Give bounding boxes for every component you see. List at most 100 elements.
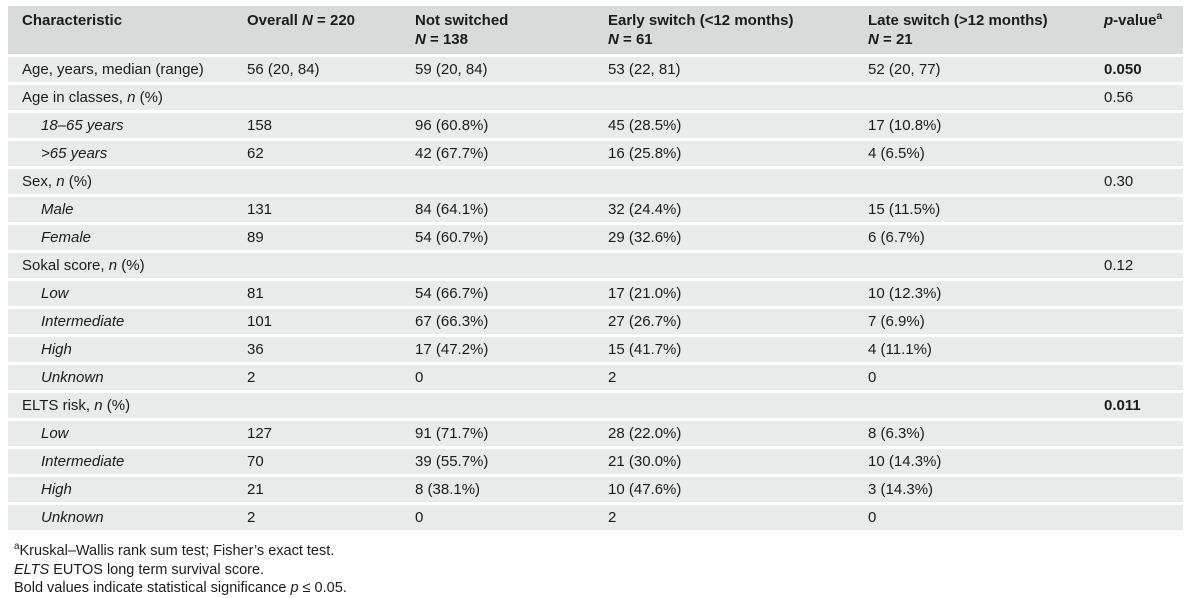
cell-col-1: 158 [247,111,415,140]
cell-col-3: 17 (21.0%) [608,279,868,308]
p-value-cell [1104,503,1183,532]
cell-col-3: 2 [608,503,868,532]
cell-col-2 [415,167,608,196]
table-row: Low 127 91 (71.7%) 28 (22.0%) 8 (6.3%) [8,419,1183,448]
table-row: Female 89 54 (60.7%) 29 (32.6%) 6 (6.7%) [8,223,1183,252]
cell-col-1 [247,83,415,112]
cell-col-3: 15 (41.7%) [608,335,868,364]
cell-col-1: 36 [247,335,415,364]
table-row: Age in classes, n (%) 0.56 [8,83,1183,112]
cell-col-2: 0 [415,363,608,392]
cell-col-4 [868,167,1104,196]
p-value-cell [1104,335,1183,364]
cell-col-2: 91 (71.7%) [415,419,608,448]
row-label: Age, years, median (range) [8,55,247,84]
row-label: High [8,335,247,364]
cell-col-1: 81 [247,279,415,308]
cell-col-4: 8 (6.3%) [868,419,1104,448]
cell-col-4: 0 [868,503,1104,532]
column-header-5: p-valuea [1104,6,1183,56]
column-header-2: Not switched N = 138 [415,6,608,56]
row-label: >65 years [8,139,247,168]
p-value-cell [1104,279,1183,308]
cell-col-4 [868,83,1104,112]
cell-col-2: 17 (47.2%) [415,335,608,364]
column-header-4: Late switch (>12 months) N = 21 [868,6,1104,56]
footnotes: aKruskal–Wallis rank sum test; Fisher’s … [14,542,1183,598]
column-header-1: Overall N = 220 [247,6,415,56]
p-value-cell: 0.12 [1104,251,1183,280]
cell-col-3: 16 (25.8%) [608,139,868,168]
row-label: ELTS risk, n (%) [8,391,247,420]
cell-col-1: 89 [247,223,415,252]
p-value-cell [1104,195,1183,224]
cell-col-3: 29 (32.6%) [608,223,868,252]
p-value-cell: 0.011 [1104,391,1183,420]
row-label: Male [8,195,247,224]
cell-col-2: 67 (66.3%) [415,307,608,336]
p-value-cell: 0.30 [1104,167,1183,196]
table-row: >65 years 62 42 (67.7%) 16 (25.8%) 4 (6.5%) [8,139,1183,168]
cell-col-3: 45 (28.5%) [608,111,868,140]
p-value-cell [1104,363,1183,392]
cell-col-3: 21 (30.0%) [608,447,868,476]
cell-col-4: 17 (10.8%) [868,111,1104,140]
cell-col-2: 54 (60.7%) [415,223,608,252]
cell-col-4: 10 (14.3%) [868,447,1104,476]
cell-col-4: 4 (11.1%) [868,335,1104,364]
p-value-cell: 0.050 [1104,55,1183,84]
cell-col-1: 2 [247,363,415,392]
table-row: Intermediate 101 67 (66.3%) 27 (26.7%) 7 (6.… [8,307,1183,336]
row-label: Low [8,279,247,308]
table-row: ELTS risk, n (%) 0.011 [8,391,1183,420]
cell-col-1: 56 (20, 84) [247,55,415,84]
characteristics-table: Characteristic Overall N = 220 Not switche… [8,6,1183,533]
column-header-0: Characteristic [8,6,247,56]
table-row: High 21 8 (38.1%) 10 (47.6%) 3 (14.3%) [8,475,1183,504]
table-row: 18–65 years 158 96 (60.8%) 45 (28.5%) 17 (10… [8,111,1183,140]
table-row: Male 131 84 (64.1%) 32 (24.4%) 15 (11.5%) [8,195,1183,224]
cell-col-1: 21 [247,475,415,504]
cell-col-2: 42 (67.7%) [415,139,608,168]
footnote-line: Bold values indicate statistical signifi… [14,580,347,596]
cell-col-2: 84 (64.1%) [415,195,608,224]
table-body: Age, years, median (range) 56 (20, 84) 59 … [8,55,1183,532]
row-label: Intermediate [8,307,247,336]
cell-col-4: 15 (11.5%) [868,195,1104,224]
table-row: Low 81 54 (66.7%) 17 (21.0%) 10 (12.3%) [8,279,1183,308]
cell-col-3 [608,83,868,112]
row-label: Sex, n (%) [8,167,247,196]
row-label: Low [8,419,247,448]
table-row: Sokal score, n (%) 0.12 [8,251,1183,280]
cell-col-4: 0 [868,363,1104,392]
cell-col-1: 70 [247,447,415,476]
p-value-cell: 0.56 [1104,83,1183,112]
cell-col-1 [247,251,415,280]
cell-col-2: 39 (55.7%) [415,447,608,476]
cell-col-4 [868,391,1104,420]
cell-col-1: 131 [247,195,415,224]
row-label: Unknown [8,503,247,532]
cell-col-4: 10 (12.3%) [868,279,1104,308]
table-row: High 36 17 (47.2%) 15 (41.7%) 4 (11.1%) [8,335,1183,364]
cell-col-1: 2 [247,503,415,532]
cell-col-3: 27 (26.7%) [608,307,868,336]
p-value-cell [1104,447,1183,476]
header-row: Characteristic Overall N = 220 Not switche… [8,6,1183,56]
table-row: Unknown 2 0 2 0 [8,363,1183,392]
cell-col-3: 28 (22.0%) [608,419,868,448]
cell-col-2: 54 (66.7%) [415,279,608,308]
table-row: Unknown 2 0 2 0 [8,503,1183,532]
row-label: 18–65 years [8,111,247,140]
cell-col-2: 8 (38.1%) [415,475,608,504]
p-value-cell [1104,223,1183,252]
cell-col-2: 59 (20, 84) [415,55,608,84]
cell-col-1: 101 [247,307,415,336]
row-label: Intermediate [8,447,247,476]
row-label: High [8,475,247,504]
cell-col-3: 53 (22, 81) [608,55,868,84]
cell-col-3 [608,251,868,280]
cell-col-2: 0 [415,503,608,532]
cell-col-1 [247,391,415,420]
